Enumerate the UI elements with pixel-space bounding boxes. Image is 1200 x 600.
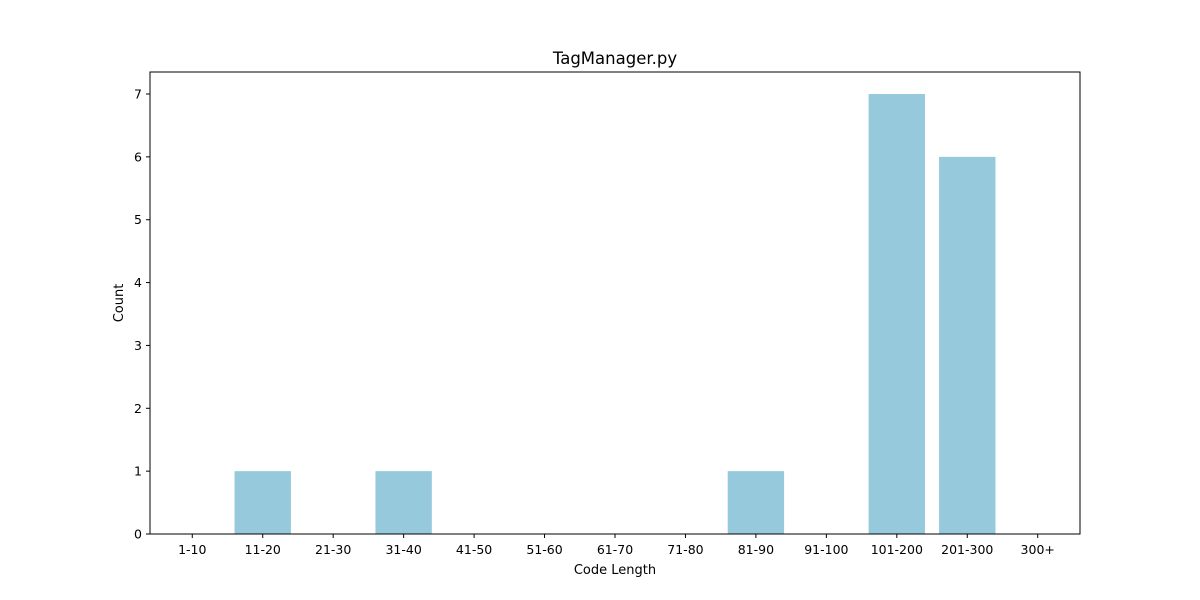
bars-group: [234, 94, 996, 534]
x-tick-label: 31-40: [385, 542, 421, 557]
y-tick-label: 6: [134, 149, 142, 164]
y-tick-label: 5: [134, 212, 142, 227]
y-tick-label: 7: [134, 87, 142, 102]
x-tick-label: 300+: [1021, 542, 1055, 557]
x-tick-label: 41-50: [456, 542, 492, 557]
chart-title: TagManager.py: [552, 49, 677, 68]
x-tick-label: 71-80: [667, 542, 703, 557]
bar-11-20: [234, 471, 291, 534]
x-tick-label: 91-100: [804, 542, 848, 557]
x-axis-ticks: 1-10 11-20 21-30 31-40 41-50 51-60 61-70 71-80 8…: [178, 534, 1055, 557]
y-axis-label: Count: [112, 284, 127, 323]
x-tick-label: 11-20: [245, 542, 281, 557]
bar-101-200: [868, 94, 925, 534]
y-axis-ticks: 0 1 2 3 4 5 6 7: [134, 87, 150, 542]
bar-81-90: [727, 471, 785, 534]
y-tick-label: 2: [134, 401, 142, 416]
bar-201-300: [939, 156, 996, 534]
bar-31-40: [375, 471, 432, 534]
x-tick-label: 81-90: [738, 542, 774, 557]
x-tick-label: 1-10: [178, 542, 206, 557]
y-tick-label: 4: [134, 275, 142, 290]
y-tick-label: 0: [134, 527, 142, 542]
y-tick-label: 1: [134, 464, 142, 479]
x-tick-label: 51-60: [526, 542, 562, 557]
x-axis-label: Code Length: [574, 563, 656, 578]
x-tick-label: 101-200: [871, 542, 923, 557]
x-tick-label: 21-30: [315, 542, 351, 557]
x-tick-label: 201-300: [941, 542, 993, 557]
y-tick-label: 3: [134, 338, 142, 353]
x-tick-label: 61-70: [597, 542, 633, 557]
plot-frame: [149, 71, 1081, 535]
